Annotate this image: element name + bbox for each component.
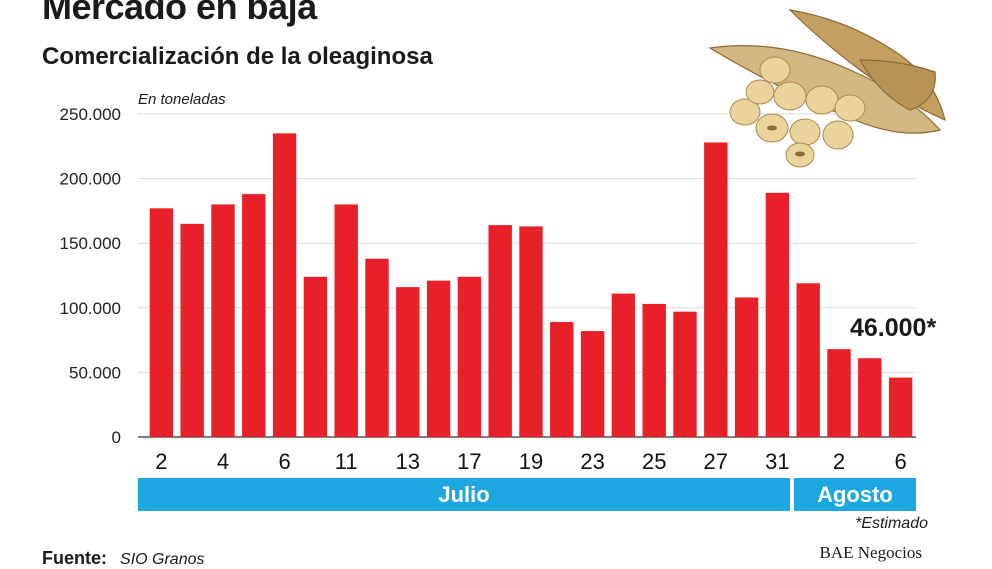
month-band-agosto: Agosto bbox=[794, 478, 916, 511]
source-value: SIO Granos bbox=[120, 551, 205, 568]
y-tick-label: 250.000 bbox=[60, 105, 121, 124]
bar bbox=[488, 225, 512, 437]
soybean-pods-illustration bbox=[708, 9, 946, 168]
chart-title: Mercado en baja bbox=[42, 0, 317, 27]
x-tick-label: 11 bbox=[335, 449, 358, 474]
x-tick-label: 23 bbox=[580, 449, 604, 474]
x-tick-label: 4 bbox=[217, 449, 229, 474]
x-tick-label: 2 bbox=[833, 449, 845, 474]
estimate-note: *Estimado bbox=[855, 515, 928, 532]
bar bbox=[858, 358, 882, 437]
bar bbox=[303, 276, 328, 437]
y-tick-label: 100.000 bbox=[60, 299, 121, 318]
x-tick-label: 6 bbox=[894, 449, 906, 474]
source-label: Fuente: bbox=[42, 548, 107, 568]
bar bbox=[765, 192, 790, 437]
last-value-annotation: 46.000* bbox=[850, 314, 937, 342]
bar bbox=[673, 311, 697, 437]
bar bbox=[365, 258, 389, 437]
bar bbox=[396, 287, 420, 437]
bar bbox=[242, 194, 266, 437]
bar bbox=[611, 293, 636, 437]
bar bbox=[180, 223, 204, 437]
chart-subtitle: Comercialización de la oleaginosa bbox=[42, 43, 433, 70]
bar bbox=[334, 204, 358, 437]
units-label: En toneladas bbox=[138, 91, 226, 108]
bar bbox=[580, 331, 605, 437]
y-tick-label: 200.000 bbox=[60, 170, 121, 189]
x-tick-label: 27 bbox=[704, 449, 728, 474]
bar bbox=[272, 133, 297, 437]
bar bbox=[550, 322, 574, 437]
y-tick-label: 50.000 bbox=[69, 363, 121, 382]
bar bbox=[149, 208, 174, 437]
bar bbox=[642, 303, 666, 437]
y-tick-label: 0 bbox=[112, 428, 121, 447]
bar bbox=[827, 349, 851, 437]
x-tick-label: 6 bbox=[278, 449, 290, 474]
x-tick-label: 13 bbox=[396, 449, 420, 474]
bar bbox=[457, 276, 482, 437]
source-line: Fuente: SIO Granos bbox=[42, 548, 205, 569]
bar bbox=[796, 283, 820, 437]
bar bbox=[211, 204, 235, 437]
bar-chart: 0 50.000 100.000 150.000 200.000 250.000 2 4 6 11… bbox=[60, 105, 916, 474]
x-tick-label: 19 bbox=[519, 449, 543, 474]
bar bbox=[704, 142, 728, 437]
bar bbox=[888, 377, 913, 437]
bar bbox=[734, 297, 759, 437]
x-tick-label: 17 bbox=[457, 449, 481, 474]
x-tick-label: 2 bbox=[155, 449, 167, 474]
x-tick-label: 31 bbox=[765, 449, 789, 474]
bar bbox=[426, 280, 451, 437]
publisher-credit: BAE Negocios bbox=[819, 543, 922, 562]
bar bbox=[519, 226, 543, 437]
y-tick-label: 150.000 bbox=[60, 234, 121, 253]
x-tick-label: 25 bbox=[642, 449, 666, 474]
month-divider bbox=[791, 481, 793, 509]
month-band-julio: Julio bbox=[138, 478, 790, 511]
